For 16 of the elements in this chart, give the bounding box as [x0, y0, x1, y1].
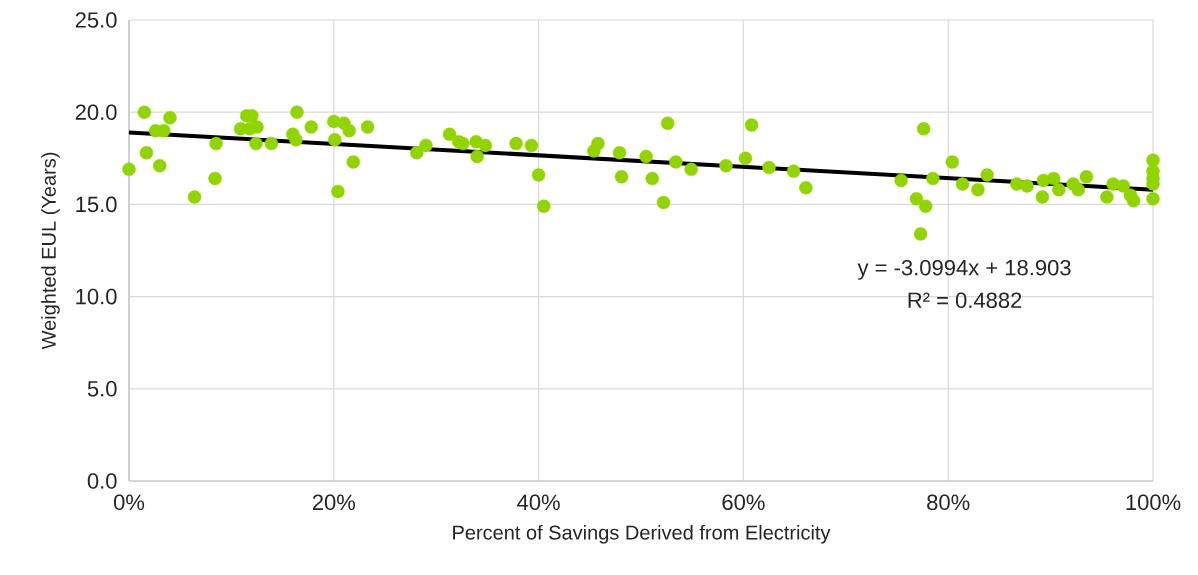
y-tick-label: 10.0 [76, 288, 117, 305]
x-tick-label: 100% [1126, 494, 1181, 511]
x-tick-label: 80% [927, 494, 970, 511]
y-tick-label: 15.0 [76, 196, 117, 213]
y-tick-label: 20.0 [75, 104, 117, 120]
y-tick-label: 25.0 [75, 12, 117, 28]
x-tick-label: 40% [517, 494, 560, 511]
annotation: y = -3.0994x + 18.903 [857, 259, 1071, 280]
annotation: R² = 0.4882 [908, 292, 1022, 309]
y-axis-title: Weighted EUL (Years) [41, 152, 60, 350]
x-tick-label: 20% [312, 494, 356, 511]
x-axis-title: Percent of Savings Derived from Electricity [453, 524, 831, 544]
y-tick-label: 5.0 [87, 381, 117, 397]
x-tick-label: 60% [722, 494, 765, 511]
y-tick-label: 0.0 [87, 473, 117, 489]
x-tick-label: 0% [113, 494, 145, 511]
